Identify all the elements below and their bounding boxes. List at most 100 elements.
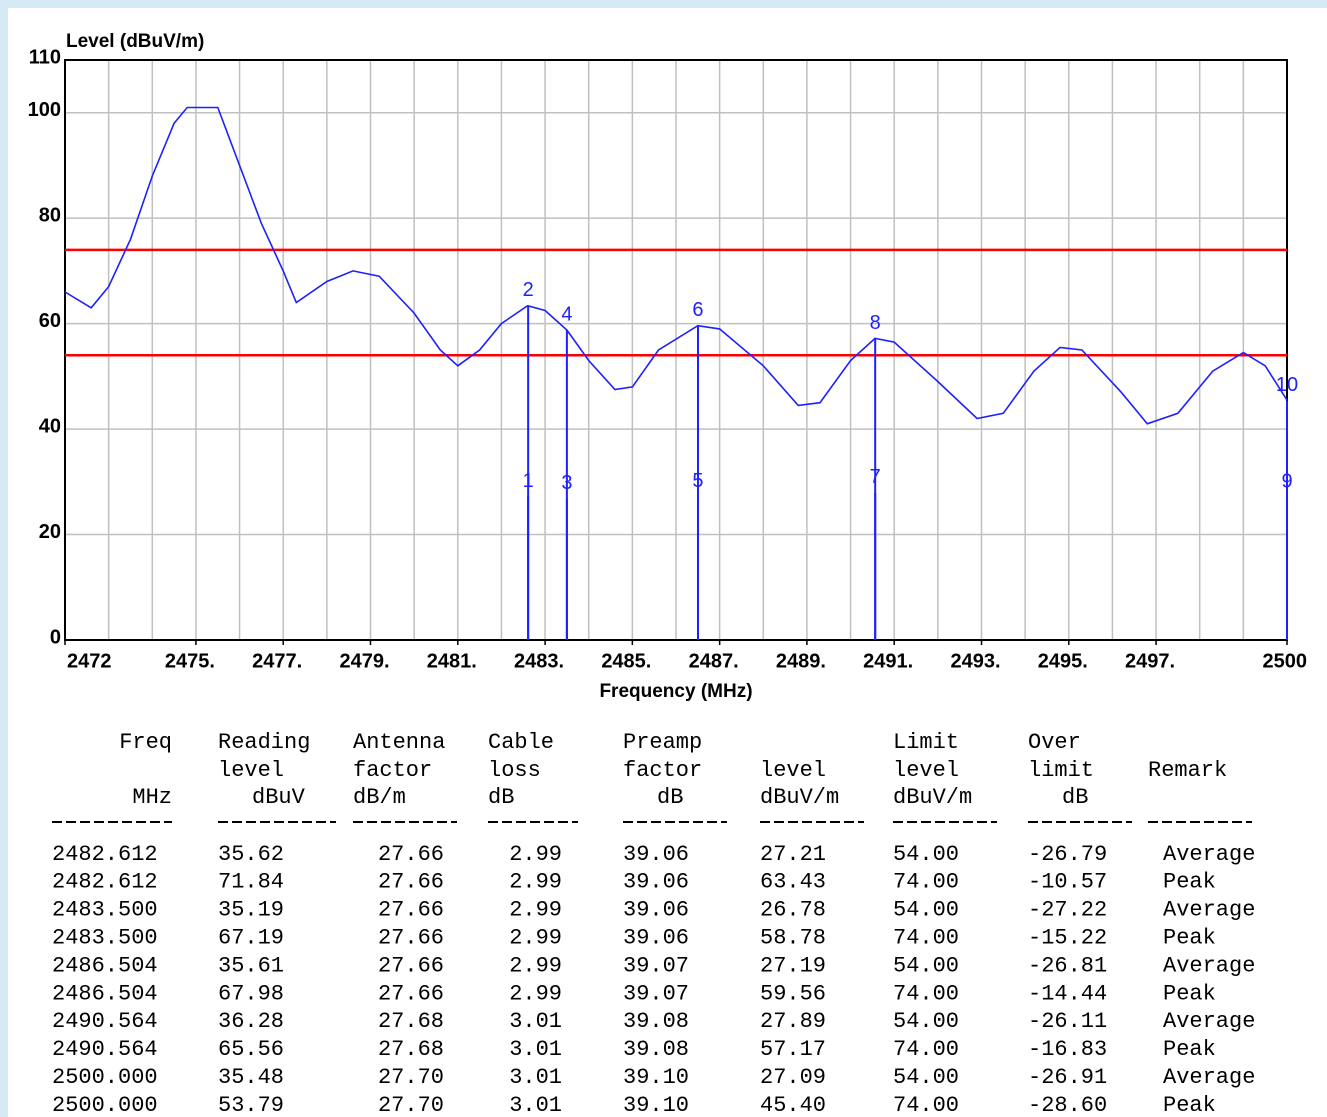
column-unit: MHz — [132, 785, 172, 810]
table-cell: -26.91 — [1028, 1065, 1107, 1090]
y-tick-label: 0 — [50, 626, 61, 648]
column-unit: dB — [657, 785, 683, 810]
x-tick-label: 2481. — [427, 650, 477, 672]
column-header: factor — [353, 758, 432, 783]
column-header: loss — [488, 758, 541, 783]
table-cell: 36.28 — [218, 1009, 284, 1034]
table-cell: 74.00 — [893, 1037, 959, 1062]
table-cell: -27.22 — [1028, 898, 1107, 923]
table-cell: -26.11 — [1028, 1009, 1107, 1034]
x-tick-label: 2489. — [776, 650, 826, 672]
table-cell: 45.40 — [760, 1093, 826, 1117]
table-cell: 3.01 — [509, 1037, 562, 1062]
table-cell: -16.83 — [1028, 1037, 1107, 1062]
column-unit: dBuV/m — [893, 785, 972, 810]
marker-label: 10 — [1276, 374, 1298, 396]
table-cell: 57.17 — [760, 1037, 826, 1062]
table-cell: 26.78 — [760, 898, 826, 923]
table-cell: Peak — [1163, 1093, 1216, 1117]
table-cell: 39.06 — [623, 842, 689, 867]
column-header: level — [218, 758, 284, 783]
x-tick-label: 2491. — [863, 650, 913, 672]
table-cell: 27.66 — [378, 981, 444, 1006]
table-cell: 2482.612 — [52, 870, 158, 895]
table-cell: 27.70 — [378, 1093, 444, 1117]
column-unit: dBuV/m — [760, 785, 839, 810]
column-unit: dB — [488, 785, 514, 810]
column-header: Remark — [1148, 758, 1227, 783]
table-cell: 27.66 — [378, 926, 444, 951]
table-cell: -26.79 — [1028, 842, 1107, 867]
marker-label: 8 — [870, 312, 881, 334]
table-cell: 2486.504 — [52, 953, 158, 978]
table-cell: Average — [1163, 1009, 1255, 1034]
x-tick-label: 2475. — [165, 650, 215, 672]
table-cell: 54.00 — [893, 842, 959, 867]
table-cell: 39.06 — [623, 926, 689, 951]
column-unit: dB/m — [353, 785, 406, 810]
x-axis-label: Frequency (MHz) — [599, 681, 752, 702]
table-cell: Average — [1163, 898, 1255, 923]
x-tick-label: 2479. — [339, 650, 389, 672]
column-header: Antenna — [353, 730, 445, 755]
table-cell: 53.79 — [218, 1093, 284, 1117]
y-tick-label: 110 — [29, 46, 61, 68]
column-header: level — [893, 758, 959, 783]
marker-label: 2 — [523, 279, 534, 301]
table-cell: 27.68 — [378, 1037, 444, 1062]
table-cell: 74.00 — [893, 926, 959, 951]
table-cell: 2.99 — [509, 926, 562, 951]
table-cell: 35.48 — [218, 1065, 284, 1090]
x-tick-label: 2487. — [689, 650, 739, 672]
table-cell: 27.66 — [378, 842, 444, 867]
table-cell: 74.00 — [893, 870, 959, 895]
column-header: Cable — [488, 730, 554, 755]
table-cell: 27.19 — [760, 953, 826, 978]
table-cell: 35.61 — [218, 953, 284, 978]
table-cell: Peak — [1163, 926, 1216, 951]
marker-label: 6 — [692, 299, 703, 321]
column-unit: dBuV — [252, 785, 306, 810]
trace — [64, 106, 1288, 425]
x-tick-label: 2472 — [67, 650, 112, 672]
x-tick-label: 2500 — [1263, 650, 1308, 672]
table-cell: 58.78 — [760, 926, 826, 951]
x-tick-label: 2477. — [252, 650, 302, 672]
table-cell: 27.09 — [760, 1065, 826, 1090]
table-cell: -26.81 — [1028, 953, 1107, 978]
table-cell: 2482.612 — [52, 842, 158, 867]
table-cell: 2490.564 — [52, 1037, 158, 1062]
table-cell: 39.08 — [623, 1009, 689, 1034]
y-axis-label: Level (dBuV/m) — [66, 31, 204, 52]
table-cell: 27.21 — [760, 842, 826, 867]
x-tick-label: 2497. — [1125, 650, 1175, 672]
table-cell: 3.01 — [509, 1093, 562, 1117]
table-cell: 39.08 — [623, 1037, 689, 1062]
column-header: Reading — [218, 730, 310, 755]
table-cell: 27.70 — [378, 1065, 444, 1090]
column-header: Preamp — [623, 730, 702, 755]
table-cell: 74.00 — [893, 1093, 959, 1117]
x-tick-label: 2483. — [514, 650, 564, 672]
table-cell: 2483.500 — [52, 926, 158, 951]
table-cell: 54.00 — [893, 898, 959, 923]
table-cell: 67.98 — [218, 981, 284, 1006]
table-cell: 35.62 — [218, 842, 284, 867]
table-cell: 2.99 — [509, 953, 562, 978]
table-cell: 27.66 — [378, 953, 444, 978]
x-tick-label: 2493. — [950, 650, 1000, 672]
column-header: level — [760, 758, 826, 783]
table-cell: -14.44 — [1028, 981, 1107, 1006]
table-cell: 2.99 — [509, 870, 562, 895]
table-cell: 27.66 — [378, 898, 444, 923]
table-cell: Average — [1163, 1065, 1255, 1090]
table-cell: -10.57 — [1028, 870, 1107, 895]
table-cell: 27.89 — [760, 1009, 826, 1034]
table-cell: Peak — [1163, 870, 1216, 895]
table-cell: Peak — [1163, 981, 1216, 1006]
table-cell: 54.00 — [893, 1009, 959, 1034]
table-cell: 39.06 — [623, 898, 689, 923]
table-cell: 2483.500 — [52, 898, 158, 923]
table-cell: 3.01 — [509, 1065, 562, 1090]
